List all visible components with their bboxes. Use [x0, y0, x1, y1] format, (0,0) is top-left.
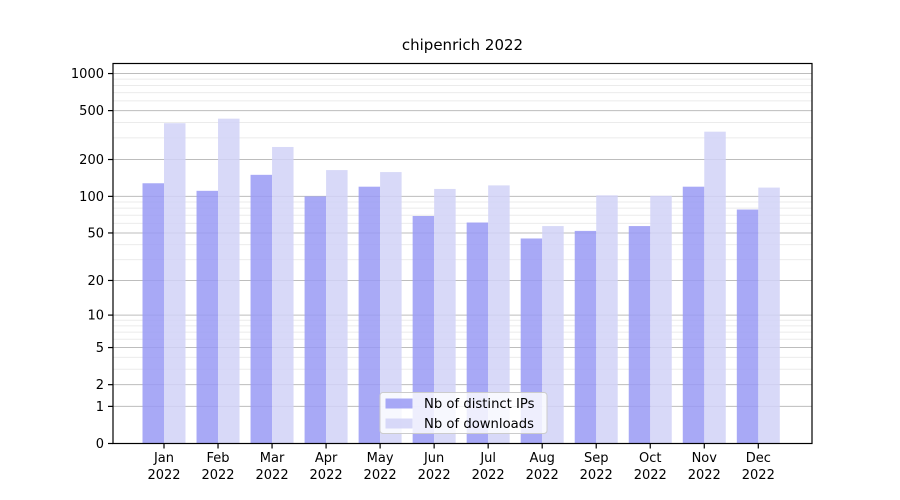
bar-nb-of-distinct-ips-sep	[574, 230, 597, 444]
x-tick-label-month: Dec	[746, 451, 771, 466]
x-tick-label-month: Oct	[639, 451, 661, 466]
x-tick-label-month: Feb	[207, 451, 230, 466]
x-tick-label-year: 2022	[472, 468, 505, 483]
x-tick-label-month: Jul	[479, 451, 496, 466]
bar-nb-of-distinct-ips-oct	[628, 226, 651, 444]
bar-nb-of-downloads-mar	[272, 146, 294, 444]
y-tick-label: 5	[96, 341, 104, 356]
y-tick-label: 200	[79, 153, 104, 168]
y-tick-label: 100	[79, 190, 104, 205]
bar-nb-of-distinct-ips-apr	[304, 196, 327, 444]
bar-nb-of-downloads-jun	[434, 188, 456, 444]
x-tick-label-month: Aug	[529, 451, 554, 466]
x-tick-label-year: 2022	[688, 468, 721, 483]
bar-nb-of-distinct-ips-jun	[412, 215, 435, 444]
bar-nb-of-downloads-dec	[758, 187, 780, 444]
legend-label-distinct-ips: Nb of distinct IPs	[424, 397, 535, 412]
x-tick-label-year: 2022	[634, 468, 667, 483]
chart-title: chipenrich 2022	[401, 36, 524, 54]
bar-nb-of-distinct-ips-feb	[196, 190, 219, 444]
bar-nb-of-downloads-oct	[650, 195, 672, 444]
x-tick-label-month: Nov	[692, 451, 718, 466]
x-tick-label-year: 2022	[201, 468, 234, 483]
y-tick-label: 50	[87, 226, 104, 241]
x-tick-label-month: Sep	[584, 451, 609, 466]
y-tick-label: 0	[96, 437, 104, 452]
bar-nb-of-downloads-sep	[596, 195, 618, 444]
legend-swatch-downloads	[385, 418, 413, 429]
bar-nb-of-downloads-aug	[542, 226, 564, 444]
bar-nb-of-distinct-ips-jul	[466, 222, 489, 444]
bar-nb-of-distinct-ips-mar	[250, 174, 273, 444]
bar-nb-of-distinct-ips-dec	[736, 209, 759, 444]
y-tick-label: 20	[87, 274, 104, 289]
y-tick-label: 2	[96, 378, 104, 393]
bar-nb-of-downloads-nov	[704, 131, 726, 444]
y-tick-label: 10	[87, 309, 104, 324]
x-tick-label-year: 2022	[580, 468, 613, 483]
bar-nb-of-downloads-may	[380, 172, 402, 444]
x-tick-label-year: 2022	[742, 468, 775, 483]
bar-nb-of-downloads-jul	[488, 185, 510, 444]
legend-swatch-distinct-ips	[385, 398, 413, 409]
plot-frame	[112, 62, 813, 445]
x-tick-label-year: 2022	[364, 468, 397, 483]
x-tick-label-month: Mar	[260, 451, 285, 466]
x-tick-label-year: 2022	[310, 468, 343, 483]
bar-nb-of-distinct-ips-may	[358, 186, 381, 444]
x-tick-label-year: 2022	[256, 468, 289, 483]
y-tick-label: 1	[96, 400, 104, 415]
legend-label-downloads: Nb of downloads	[424, 417, 534, 432]
x-tick-label-month: Apr	[315, 451, 338, 466]
bar-nb-of-downloads-feb	[218, 118, 240, 444]
y-tick-label: 500	[79, 104, 104, 119]
legend-box	[379, 392, 548, 434]
bar-nb-of-downloads-jan	[164, 123, 186, 444]
x-tick-label-year: 2022	[526, 468, 559, 483]
y-tick-label: 1000	[71, 67, 104, 82]
bar-nb-of-downloads-apr	[326, 170, 348, 444]
bar-nb-of-distinct-ips-jan	[142, 183, 164, 444]
x-tick-label-month: May	[367, 451, 394, 466]
x-tick-label-year: 2022	[418, 468, 451, 483]
x-tick-label-month: Jan	[153, 451, 174, 466]
bar-nb-of-distinct-ips-nov	[682, 186, 705, 444]
x-tick-label-month: Jun	[423, 451, 444, 466]
x-tick-label-year: 2022	[147, 468, 180, 483]
